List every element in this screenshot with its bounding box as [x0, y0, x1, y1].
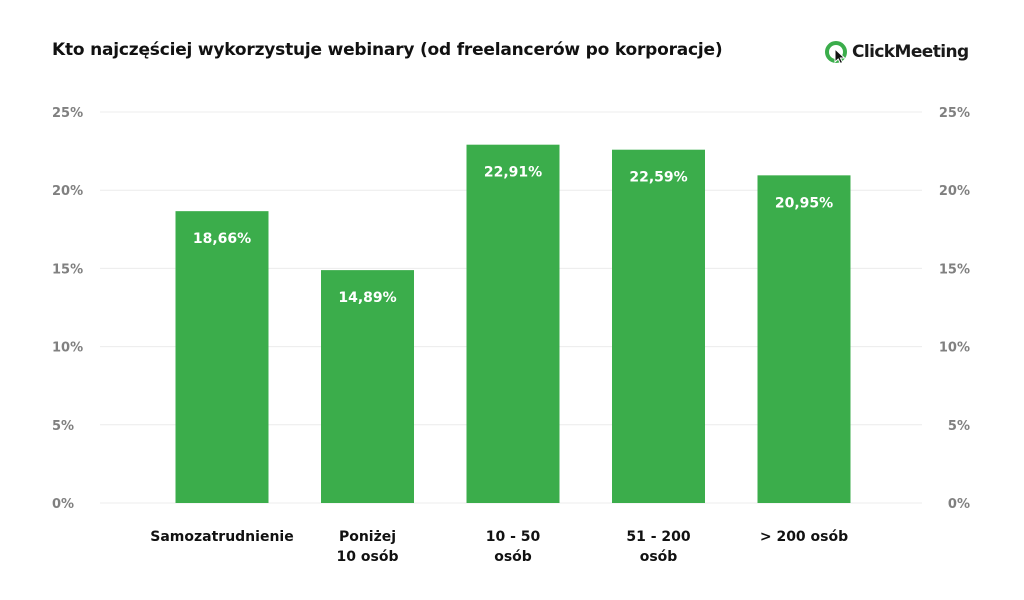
brand-name: ClickMeeting	[852, 42, 969, 62]
y-tick-label-left: 0%	[52, 497, 74, 512]
bar	[612, 149, 705, 504]
y-tick-label-left: 15%	[52, 262, 83, 277]
x-category-label: 10 osób	[337, 549, 399, 565]
x-category-label: 10 - 50	[486, 529, 541, 545]
data-label: 22,59%	[629, 170, 687, 186]
bar	[757, 175, 851, 504]
y-tick-label-right: 0%	[948, 497, 970, 512]
brand-logo: ClickMeeting	[824, 40, 969, 64]
x-category-label: Poniżej	[339, 529, 396, 545]
y-tick-label-left: 5%	[52, 419, 74, 434]
x-category-label: osób	[494, 549, 532, 565]
y-tick-label-left: 20%	[52, 184, 83, 199]
chart-title: Kto najczęściej wykorzystuje webinary (o…	[52, 40, 723, 60]
data-label: 22,91%	[484, 165, 542, 181]
y-tick-label-right: 20%	[939, 184, 970, 199]
y-tick-label-right: 25%	[939, 106, 970, 121]
y-tick-label-right: 10%	[939, 341, 970, 356]
y-tick-label-right: 5%	[948, 419, 970, 434]
y-tick-label-left: 25%	[52, 106, 83, 121]
bar	[175, 211, 269, 503]
bar	[321, 270, 414, 503]
x-category-label: > 200 osób	[760, 529, 848, 545]
clickmeeting-logo-icon	[825, 41, 847, 64]
x-category-label: osób	[640, 549, 678, 565]
y-tick-label-right: 15%	[939, 262, 970, 277]
data-label: 18,66%	[193, 231, 251, 247]
bar	[466, 144, 560, 503]
y-tick-label-left: 10%	[52, 341, 83, 356]
x-category-label: 51 - 200	[626, 529, 691, 545]
data-label: 14,89%	[338, 290, 396, 306]
x-category-label: Samozatrudnienie	[150, 529, 293, 545]
data-label: 20,95%	[775, 195, 833, 211]
